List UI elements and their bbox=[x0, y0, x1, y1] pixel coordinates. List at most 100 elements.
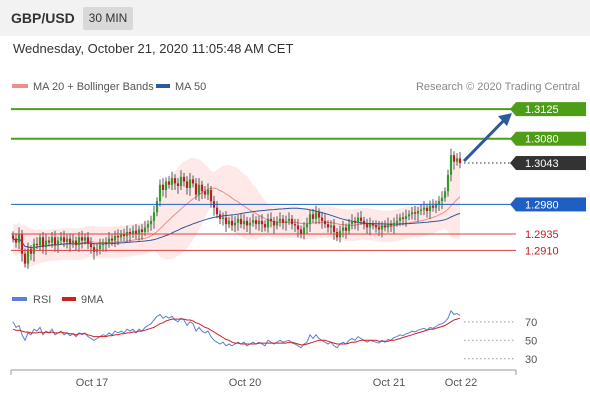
candle-body bbox=[170, 178, 174, 185]
chart-header: GBP/USD 30 MIN bbox=[0, 0, 590, 36]
target-arrow-head bbox=[498, 113, 512, 127]
candle-body bbox=[269, 218, 273, 221]
candle-body bbox=[179, 176, 183, 187]
candle-body bbox=[197, 184, 201, 195]
candle-body bbox=[284, 220, 288, 223]
candle-body bbox=[293, 224, 297, 226]
candle-body bbox=[305, 224, 309, 228]
datetime-label: Wednesday, October 21, 2020 11:05:48 AM … bbox=[13, 41, 294, 56]
candle-body bbox=[263, 224, 267, 228]
candle-body bbox=[236, 218, 240, 223]
candle-body bbox=[308, 214, 312, 225]
candle-body bbox=[374, 225, 378, 228]
candle-body bbox=[140, 229, 144, 233]
candle-body bbox=[245, 220, 249, 226]
candle-body bbox=[38, 237, 42, 246]
candle-body bbox=[92, 247, 96, 252]
candle-body bbox=[131, 230, 135, 234]
candle-body bbox=[317, 212, 321, 218]
level-pointer bbox=[510, 131, 516, 146]
candle-body bbox=[53, 237, 57, 246]
candle-body bbox=[32, 243, 36, 254]
candle-body bbox=[428, 205, 432, 211]
candle-body bbox=[83, 237, 87, 241]
candle-body bbox=[44, 240, 48, 248]
candle-body bbox=[452, 155, 456, 162]
candle-body bbox=[341, 227, 345, 231]
candle-body bbox=[272, 220, 276, 226]
level-label-1.3043: 1.3043 bbox=[525, 158, 559, 170]
candle-body bbox=[314, 212, 318, 219]
candle-body bbox=[176, 183, 180, 187]
legend-9ma-swatch bbox=[62, 297, 76, 301]
levels: 1.3125 1.3080 1.3043 1.2980 1.2935 1.2910 bbox=[11, 102, 586, 257]
candle-body bbox=[101, 242, 105, 246]
candle-body bbox=[71, 240, 75, 244]
candle-body bbox=[161, 184, 165, 190]
candle-body bbox=[266, 218, 270, 228]
candle-body bbox=[254, 220, 258, 225]
candle-body bbox=[119, 234, 123, 238]
candle-body bbox=[107, 238, 111, 244]
candle-body bbox=[47, 240, 51, 243]
candle-body bbox=[59, 237, 63, 241]
candle-body bbox=[185, 181, 189, 188]
bollinger-band bbox=[13, 155, 460, 268]
timeframe-button[interactable]: 30 MIN bbox=[83, 7, 133, 30]
candle-body bbox=[137, 229, 141, 234]
candle-body bbox=[434, 204, 438, 208]
candle-body bbox=[26, 249, 30, 264]
candle-body bbox=[362, 220, 366, 225]
candle-body bbox=[74, 240, 78, 246]
x-axis: Oct 17 Oct 20 Oct 21 Oct 22 bbox=[10, 370, 517, 389]
candle-body bbox=[77, 237, 81, 246]
candle-body bbox=[215, 207, 219, 215]
candle-body bbox=[383, 225, 387, 228]
candle-body bbox=[344, 227, 348, 231]
candle-body bbox=[419, 209, 423, 211]
candle-body bbox=[407, 214, 411, 217]
credit-label: Research © 2020 Trading Central bbox=[416, 81, 580, 93]
candle-body bbox=[260, 220, 264, 225]
candle-body bbox=[347, 224, 351, 231]
level-label-1.2910: 1.2910 bbox=[525, 245, 559, 257]
level-box-1.2980 bbox=[516, 197, 586, 212]
candle-body bbox=[209, 189, 213, 202]
candle-body bbox=[416, 211, 420, 214]
candle-body bbox=[233, 222, 237, 226]
candle-body bbox=[191, 179, 195, 184]
candle-body bbox=[311, 214, 315, 219]
candle-body bbox=[98, 245, 102, 250]
candle-body bbox=[23, 253, 27, 264]
candle-body bbox=[20, 234, 24, 254]
candle-body bbox=[422, 207, 426, 210]
candle-body bbox=[251, 220, 255, 223]
target-arrow-shaft bbox=[462, 117, 508, 163]
candle-body bbox=[278, 218, 282, 222]
candle-body bbox=[386, 224, 390, 228]
candle-body bbox=[104, 242, 108, 244]
legend-ma50-swatch bbox=[156, 84, 170, 88]
rsi-ma-line bbox=[12, 317, 461, 346]
candle-body bbox=[320, 217, 324, 221]
candle-body bbox=[371, 224, 375, 226]
rsi-panel: 70 50 30 bbox=[12, 309, 537, 366]
candle-body bbox=[62, 237, 66, 242]
candle-body bbox=[182, 176, 186, 182]
candle-body bbox=[218, 214, 222, 219]
x-tick-label: Oct 17 bbox=[76, 377, 108, 389]
candle-body bbox=[164, 181, 168, 190]
candle-body bbox=[398, 217, 402, 221]
level-label-1.2980: 1.2980 bbox=[525, 199, 559, 211]
legend-ma50-label: MA 50 bbox=[175, 81, 206, 93]
candle-body bbox=[50, 237, 54, 243]
legend-ma20-label: MA 20 + Bollinger Bands bbox=[33, 81, 154, 93]
candle-body bbox=[188, 179, 192, 188]
candle-body bbox=[194, 183, 198, 195]
candle-body bbox=[404, 216, 408, 219]
legend-9ma-label: 9MA bbox=[81, 294, 104, 306]
candle-body bbox=[326, 224, 330, 228]
candle-body bbox=[440, 197, 444, 202]
level-pointer bbox=[510, 156, 516, 171]
